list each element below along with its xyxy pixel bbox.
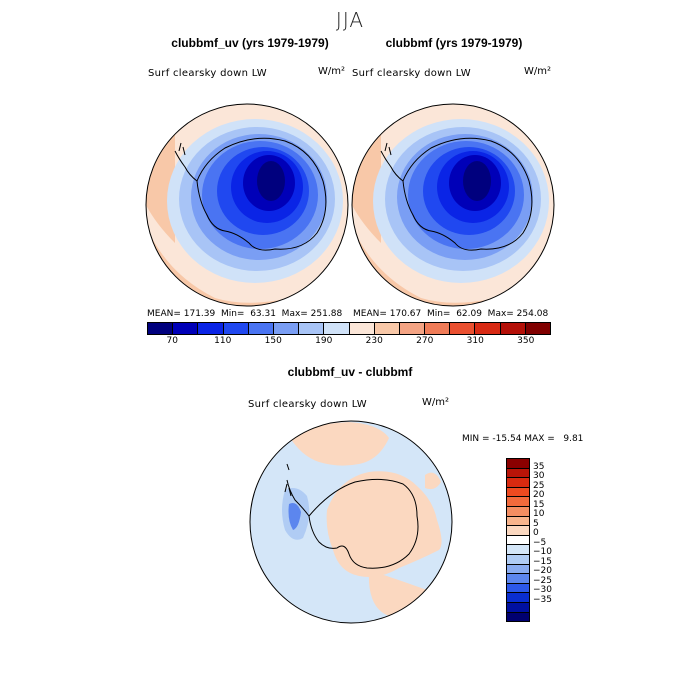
right-panel-units: W/m² — [524, 66, 552, 77]
diff-colorbar-swatch — [507, 468, 529, 479]
left-map — [145, 103, 349, 312]
diff-colorbar-swatch — [507, 506, 529, 517]
right-panel-title: clubbmf (yrs 1979-1979) — [385, 36, 523, 50]
colorbar-swatch — [324, 323, 350, 334]
colorbar-tick-label: 70 — [166, 336, 178, 346]
diff-colorbar-ticks: 35 30 25 20 15 10 5 0 −5 −10 −15 −20 −25 −30 −35 — [533, 458, 573, 620]
diff-colorbar-swatch — [507, 554, 529, 565]
diff-colorbar-swatch — [507, 478, 529, 488]
diff-colorbar-tick-label: −5 — [533, 537, 547, 548]
colorbar-swatch — [148, 323, 174, 334]
colorbar-swatch — [273, 323, 300, 334]
colorbar-tick-label: 110 — [214, 336, 232, 346]
colorbar-swatch — [525, 323, 550, 334]
top-colorbar — [147, 322, 551, 335]
diff-colorbar-tick-label: −25 — [533, 575, 552, 586]
diff-colorbar-tick-label: 15 — [533, 499, 545, 510]
diff-colorbar-swatch — [507, 612, 529, 622]
diff-colorbar-tick-label: 0 — [533, 528, 539, 539]
diff-colorbar-swatch — [507, 487, 529, 498]
right-panel-variable: Surf clearsky down LW — [352, 68, 471, 79]
colorbar-swatch — [450, 323, 476, 334]
diff-colorbar-swatch — [507, 545, 529, 555]
diff-colorbar-tick-label: 5 — [533, 518, 539, 529]
diff-colorbar-tick-label: 30 — [533, 471, 545, 482]
colorbar-swatch — [425, 323, 451, 334]
diff-panel-title: clubbmf_uv - clubbmf — [287, 365, 413, 379]
diff-colorbar-tick-label: 10 — [533, 509, 545, 520]
diff-colorbar-tick-label: 25 — [533, 480, 545, 491]
season-title: JJA — [335, 8, 365, 32]
diff-colorbar-tick-label: 35 — [533, 461, 545, 472]
colorbar-swatch — [173, 323, 199, 334]
left-panel-title: clubbmf_uv (yrs 1979-1979) — [171, 36, 329, 50]
colorbar-swatch — [500, 323, 526, 334]
colorbar-swatch — [475, 323, 501, 334]
colorbar-tick-label: 270 — [416, 336, 434, 346]
left-panel-stats: MEAN= 171.39 Min= 63.31 Max= 251.88 — [147, 309, 343, 319]
top-colorbar-swatches — [147, 322, 551, 335]
colorbar-swatch — [349, 323, 375, 334]
right-map — [351, 103, 555, 312]
diff-panel-units: W/m² — [422, 397, 450, 408]
diff-panel-variable: Surf clearsky down LW — [248, 399, 367, 410]
diff-colorbar — [506, 458, 530, 622]
colorbar-tick-label: 350 — [517, 336, 535, 346]
colorbar-swatch — [399, 323, 426, 334]
left-panel-variable: Surf clearsky down LW — [148, 68, 267, 79]
diff-colorbar-swatch — [507, 564, 529, 575]
left-panel-units: W/m² — [318, 66, 346, 77]
colorbar-swatch — [299, 323, 325, 334]
diff-colorbar-tick-label: −20 — [533, 566, 552, 577]
diff-colorbar-swatch — [507, 497, 529, 507]
diff-colorbar-swatch — [507, 516, 529, 527]
diff-colorbar-tick-label: −30 — [533, 585, 552, 596]
top-colorbar-ticks: 70 110 150 190 230 270 310 350 — [147, 336, 551, 350]
diff-panel-minmax: MIN = -15.54 MAX = 9.81 — [462, 434, 584, 444]
colorbar-swatch — [248, 323, 274, 334]
diff-colorbar-tick-label: 20 — [533, 490, 545, 501]
colorbar-tick-label: 230 — [365, 336, 383, 346]
colorbar-swatch — [198, 323, 224, 334]
colorbar-tick-label: 310 — [466, 336, 484, 346]
colorbar-tick-label: 150 — [264, 336, 282, 346]
diff-map — [249, 420, 453, 629]
diff-colorbar-tick-label: −35 — [533, 594, 552, 605]
diff-colorbar-swatch — [507, 574, 529, 584]
diff-colorbar-swatch — [507, 583, 529, 594]
colorbar-swatch — [374, 323, 400, 334]
diff-colorbar-tick-label: −10 — [533, 547, 552, 558]
right-panel-stats: MEAN= 170.67 Min= 62.09 Max= 254.08 — [353, 309, 549, 319]
diff-colorbar-swatch — [507, 526, 529, 536]
diff-colorbar-swatch — [507, 602, 529, 613]
colorbar-swatch — [223, 323, 249, 334]
colorbar-tick-label: 190 — [315, 336, 333, 346]
diff-colorbar-tick-label: −15 — [533, 556, 552, 567]
diff-colorbar-swatch — [507, 535, 529, 546]
diff-colorbar-swatch — [507, 593, 529, 603]
diff-colorbar-swatch — [507, 459, 529, 469]
